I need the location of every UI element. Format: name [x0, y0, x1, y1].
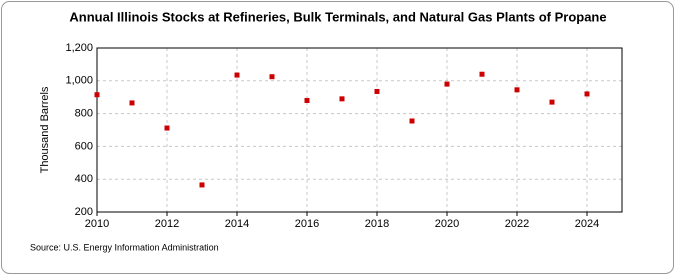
point	[339, 96, 345, 102]
point	[514, 87, 520, 93]
x-tick-label: 2010	[85, 218, 109, 230]
y-tick-label: 200	[75, 206, 93, 218]
point	[304, 97, 310, 103]
point	[164, 125, 170, 131]
point	[269, 74, 275, 80]
y-tick-label: 1,000	[65, 75, 93, 87]
plot-area	[96, 47, 623, 213]
point	[94, 92, 100, 98]
x-tick-label: 2020	[435, 218, 459, 230]
point	[374, 88, 380, 94]
point	[584, 91, 590, 97]
chart-title: Annual Illinois Stocks at Refineries, Bu…	[69, 9, 606, 24]
point	[444, 81, 450, 87]
x-tick-label: 2016	[295, 218, 319, 230]
y-tick-label: 400	[75, 173, 93, 185]
x-tick-label: 2024	[575, 218, 599, 230]
point	[409, 118, 415, 124]
y-tick-label: 1,200	[65, 42, 93, 54]
point	[199, 182, 205, 188]
x-tick-label: 2022	[505, 218, 529, 230]
x-tick-label: 2014	[225, 218, 249, 230]
x-tick-label: 2012	[155, 218, 179, 230]
y-axis-label: Thousand Barrels	[39, 86, 51, 173]
y-tick-label: 800	[75, 108, 93, 120]
point	[549, 99, 555, 105]
point	[129, 100, 135, 106]
y-tick-label: 600	[75, 140, 93, 152]
x-tick-label: 2018	[365, 218, 389, 230]
point	[479, 71, 485, 77]
source: Source: U.S. Energy Information Administ…	[30, 242, 219, 252]
point	[234, 72, 240, 78]
